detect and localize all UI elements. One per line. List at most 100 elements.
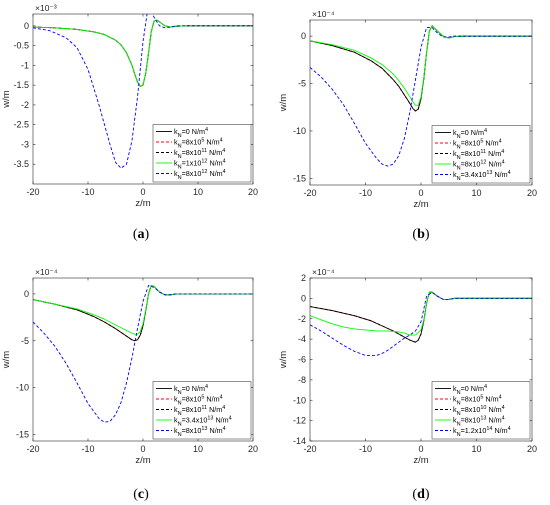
legend-entry-2: kN=8x105 N/m4 bbox=[453, 139, 502, 151]
x-tick-label: 20 bbox=[248, 444, 258, 454]
y-tick-label: -10 bbox=[293, 395, 306, 405]
axis-exponent-label: ×10⁻⁴ bbox=[35, 267, 58, 277]
x-tick-label: 20 bbox=[527, 188, 537, 198]
x-tick-label: 0 bbox=[140, 444, 145, 454]
x-tick-label: -20 bbox=[26, 444, 39, 454]
series-group bbox=[33, 285, 253, 423]
y-tick-label: 0 bbox=[301, 293, 306, 303]
y-tick-label: 2 bbox=[301, 273, 306, 283]
legend-box bbox=[152, 124, 252, 183]
y-tick-label: -2.5 bbox=[13, 120, 29, 130]
y-tick-label: -6 bbox=[298, 355, 306, 365]
legend-entry-4: kN=1x1012 N/m4 bbox=[174, 159, 226, 171]
y-tick-label: -14 bbox=[293, 436, 306, 446]
x-tick-label: -20 bbox=[303, 444, 316, 454]
axis-exponent-label: ×10⁻⁴ bbox=[312, 267, 335, 277]
series-line-4 bbox=[310, 25, 532, 106]
y-tick-label: -8 bbox=[298, 375, 306, 385]
chart-panel-4: -20 -10 0 10 2020-2-4-6-8-10-12-14×10⁻⁴z/mw/… bbox=[278, 267, 537, 502]
legend-entry-3: kN=8x1011 N/m4 bbox=[174, 405, 225, 417]
legend-entry-4: kN=8x1012 N/m4 bbox=[453, 160, 505, 172]
y-tick-label: -3.5 bbox=[13, 159, 29, 169]
legend-entry-4: kN=8x1013 N/m4 bbox=[453, 416, 505, 428]
x-axis-label: z/m bbox=[413, 455, 428, 466]
panel-label: (a) bbox=[133, 227, 150, 242]
panel-label: (b) bbox=[412, 227, 429, 242]
chart-panel-1: -20 -10 0 10 20 0 -0.5 -1 -1.5 -2 -2.5 -3 -3.5 ×10⁻³ z… bbox=[1, 3, 258, 242]
legend-entry-5: kN=8x1012 N/m4 bbox=[174, 169, 226, 181]
y-tick-label: -4 bbox=[298, 334, 306, 344]
x-tick-label: -10 bbox=[359, 444, 372, 454]
series-group bbox=[310, 25, 532, 167]
legend-entry-2: kN=8x105 N/m4 bbox=[174, 138, 223, 150]
x-tick-label: 10 bbox=[471, 444, 481, 454]
legend-box bbox=[152, 381, 252, 440]
y-tick-label: -0.5 bbox=[13, 41, 29, 51]
y-tick-label: -5 bbox=[298, 79, 306, 89]
x-tick-label: -10 bbox=[81, 187, 94, 197]
chart-panel-2: -20 -10 0 10 20 0 -5 -10 -15 ×10⁻⁴ z/m w/m kN=0 N/m4… bbox=[278, 9, 537, 242]
series-line-5 bbox=[310, 291, 532, 356]
y-axis-label: w/m bbox=[278, 94, 289, 113]
y-tick-label: -2 bbox=[21, 100, 29, 110]
y-tick-label: -15 bbox=[293, 173, 306, 183]
axis-exponent-label: ×10⁻³ bbox=[35, 3, 57, 13]
y-tick-label: -15 bbox=[16, 429, 29, 439]
legend-entry-1: kN=0 N/m4 bbox=[453, 128, 487, 140]
x-tick-label: 20 bbox=[248, 187, 258, 197]
panel-label: (c) bbox=[133, 487, 149, 502]
series-line-5 bbox=[310, 27, 532, 167]
series-line-5 bbox=[33, 285, 253, 423]
y-tick-label: 0 bbox=[24, 21, 29, 31]
series-line-4 bbox=[310, 291, 532, 336]
legend-entry-1: kN=0 N/m4 bbox=[174, 127, 208, 139]
legend-entry-2: kN=8x105 N/m4 bbox=[174, 395, 223, 407]
chart-panel-3: -20 -10 0 10 20 0 -5 -10 -15 ×10⁻⁴ z/m w/m kN=0 N/m4… bbox=[1, 267, 258, 502]
legend-entry-3: kN=8x1010 N/m4 bbox=[453, 405, 505, 417]
legend-entry-2: kN=8x105 N/m4 bbox=[453, 395, 502, 407]
legend-entry-1: kN=0 N/m4 bbox=[453, 384, 487, 396]
x-tick-label: 10 bbox=[471, 188, 481, 198]
x-tick-label: -10 bbox=[359, 188, 372, 198]
x-tick-label: 0 bbox=[418, 444, 423, 454]
y-tick-label: -3 bbox=[21, 139, 29, 149]
y-tick-label: 0 bbox=[301, 31, 306, 41]
y-tick-label: -10 bbox=[293, 126, 306, 136]
legend-entry-1: kN=0 N/m4 bbox=[174, 384, 208, 396]
y-tick-label: -12 bbox=[293, 416, 306, 426]
y-tick-label: -1 bbox=[21, 60, 29, 70]
series-group bbox=[310, 291, 532, 356]
legend-box bbox=[431, 381, 531, 440]
y-tick-label: -1.5 bbox=[13, 80, 29, 90]
y-axis-label: w/m bbox=[1, 90, 12, 109]
series-line-5 bbox=[33, 14, 253, 169]
x-tick-label: -10 bbox=[81, 444, 94, 454]
legend-box bbox=[431, 125, 531, 184]
x-axis-label: z/m bbox=[413, 199, 428, 210]
x-axis-label: z/m bbox=[135, 455, 150, 466]
legend-entry-3: kN=8x1011 N/m4 bbox=[453, 149, 504, 161]
x-tick-label: 0 bbox=[140, 187, 145, 197]
x-tick-label: -20 bbox=[303, 188, 316, 198]
axis-exponent-label: ×10⁻⁴ bbox=[312, 9, 335, 19]
x-axis-label: z/m bbox=[135, 198, 150, 209]
y-tick-label: -5 bbox=[21, 336, 29, 346]
x-tick-label: 0 bbox=[418, 188, 423, 198]
legend-entry-5: kN=8x1013 N/m4 bbox=[174, 426, 226, 438]
x-tick-label: 20 bbox=[527, 444, 537, 454]
y-tick-label: 0 bbox=[24, 289, 29, 299]
panel-label: (d) bbox=[412, 487, 429, 502]
y-axis-label: w/m bbox=[1, 351, 12, 370]
legend-entry-3: kN=8x1011 N/m4 bbox=[174, 148, 225, 160]
series-group bbox=[33, 14, 253, 169]
x-tick-label: 10 bbox=[193, 444, 203, 454]
legend-entry-4: kN=3.4x1013 N/m4 bbox=[174, 416, 232, 428]
legend-entry-5: kN=1.2x1014 N/m4 bbox=[453, 426, 511, 438]
y-axis-label: w/m bbox=[278, 351, 289, 370]
x-tick-label: 10 bbox=[193, 187, 203, 197]
y-tick-label: -2 bbox=[298, 314, 306, 324]
